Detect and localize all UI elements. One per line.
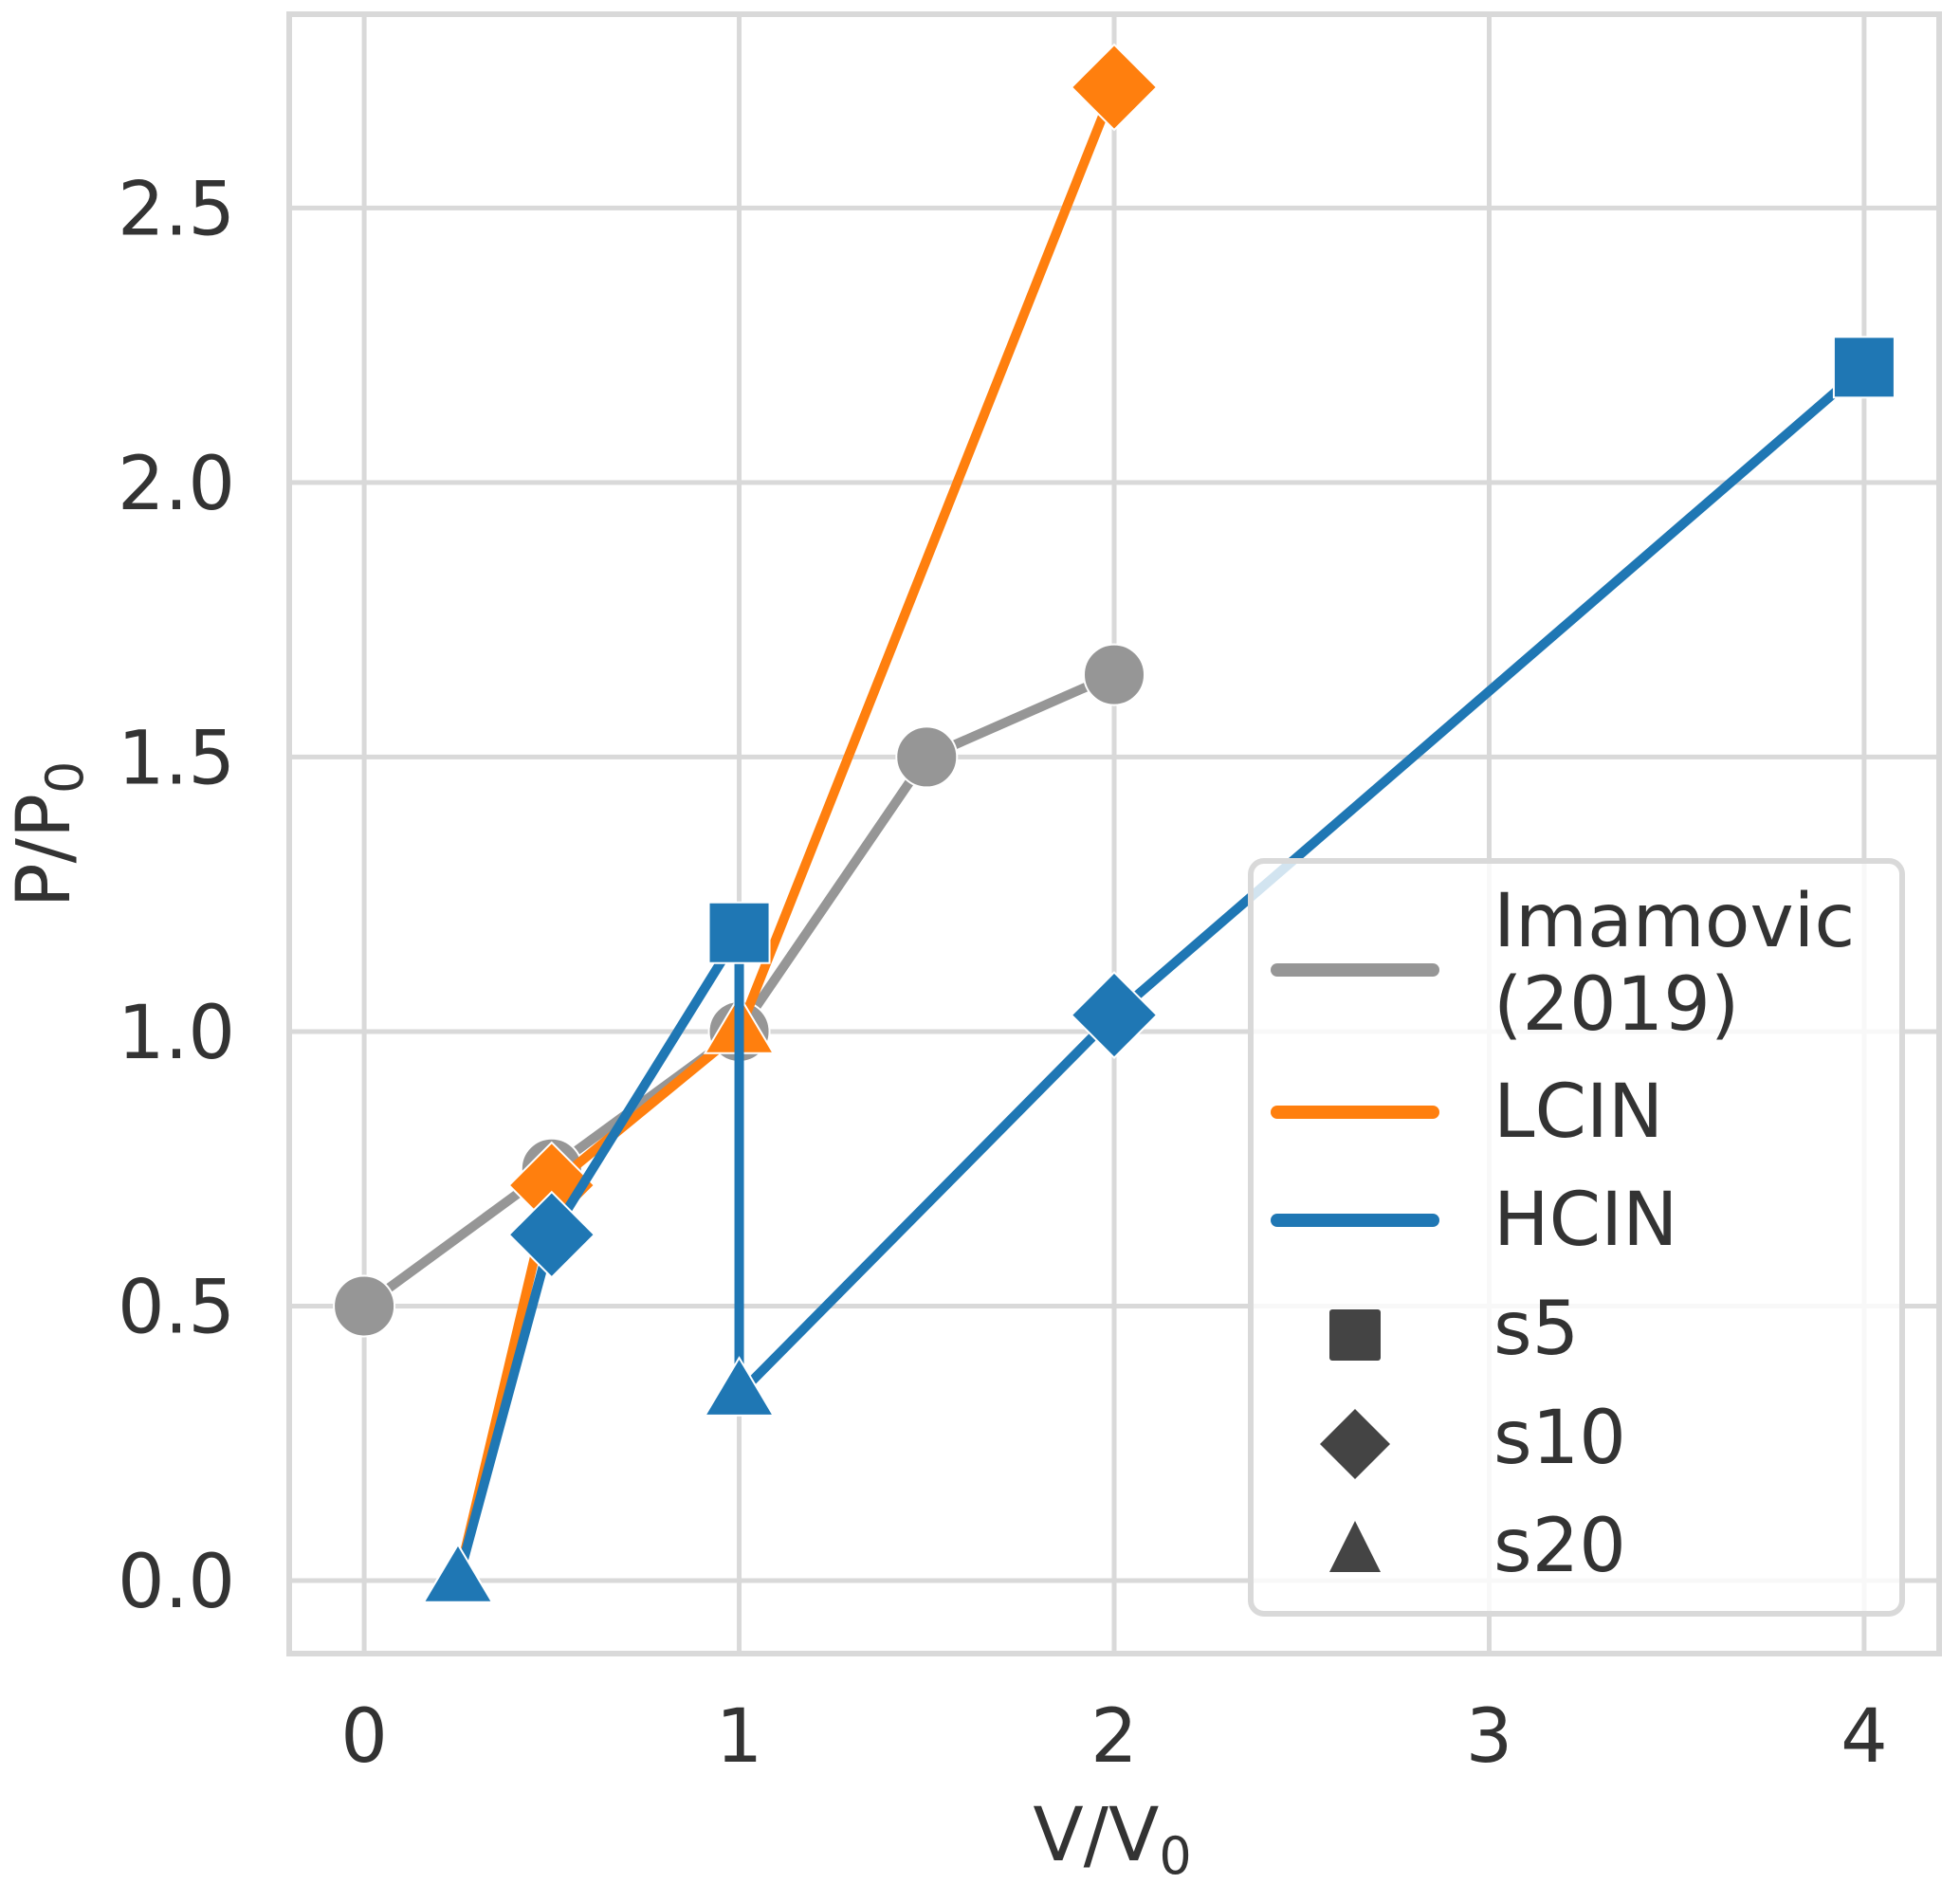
- legend-entry: HCIN: [1271, 1178, 1677, 1263]
- y-tick-label: 1.0: [118, 991, 235, 1076]
- legend-label: Imamovic: [1493, 879, 1855, 964]
- series-imamovic-2019: [333, 643, 1145, 1338]
- y-tick-label: 2.5: [118, 167, 235, 252]
- y-tick-label: 0.0: [118, 1540, 235, 1625]
- x-axis-label: V/V0: [1033, 1793, 1191, 1884]
- data-point-hcin: [1832, 336, 1896, 399]
- legend-entry: Imamovic(2019): [1271, 879, 1855, 1048]
- legend-entries: Imamovic(2019) LCIN HCIN s5 s10 s20: [1271, 879, 1855, 1589]
- data-point-hcin: [507, 1190, 596, 1279]
- legend-square-icon: [1329, 1309, 1381, 1361]
- data-point-lcin: [1070, 43, 1159, 132]
- series-markers: [333, 43, 1896, 1603]
- legend-entry: s10: [1320, 1396, 1626, 1481]
- y-axis-label-main: P/P: [2, 794, 87, 907]
- data-point-imamovic-2019: [333, 1274, 396, 1338]
- legend-label: s10: [1493, 1396, 1626, 1481]
- x-tick-label: 2: [1090, 1694, 1138, 1780]
- data-point-hcin: [422, 1543, 494, 1603]
- plot-area: [286, 11, 1942, 1656]
- x-tick-label: 0: [340, 1694, 388, 1780]
- series-hcin: [422, 336, 1896, 1603]
- data-point-imamovic-2019: [895, 725, 959, 789]
- x-tick-label: 1: [716, 1694, 763, 1780]
- x-axis-label-subscript: 0: [1159, 1826, 1191, 1884]
- y-tick-label: 2.0: [118, 442, 235, 527]
- legend-frame: [1248, 858, 1905, 1617]
- legend-entry: LCIN: [1271, 1070, 1663, 1155]
- legend-entry: s5: [1329, 1287, 1579, 1372]
- legend-triangle-icon: [1329, 1521, 1381, 1572]
- data-point-hcin: [1070, 971, 1159, 1059]
- x-gridlines: [361, 14, 1867, 1654]
- y-axis-label: P/P0: [2, 761, 95, 908]
- data-point-imamovic-2019: [1083, 643, 1145, 706]
- legend-entry: s20: [1329, 1504, 1626, 1589]
- series-line-hcin: [452, 362, 1869, 1585]
- data-point-hcin: [707, 901, 771, 964]
- y-tick-labels: 0.0 0.5 1.0 1.5 2.0 2.5: [118, 167, 235, 1625]
- legend-label: HCIN: [1493, 1178, 1677, 1263]
- legend-diamond-icon: [1320, 1409, 1390, 1479]
- x-axis-label-main: V/V: [1033, 1793, 1159, 1878]
- x-tick-label: 3: [1466, 1694, 1513, 1780]
- x-tick-label: 4: [1841, 1694, 1888, 1780]
- legend-label: s5: [1493, 1287, 1579, 1372]
- data-point-hcin: [703, 1356, 776, 1417]
- legend-label: s20: [1493, 1504, 1626, 1589]
- y-tick-label: 0.5: [118, 1265, 235, 1350]
- axes-frame: [286, 11, 1942, 1656]
- series-line-lcin: [452, 82, 1119, 1585]
- legend-label: LCIN: [1493, 1070, 1663, 1155]
- y-tick-label: 1.5: [118, 716, 235, 801]
- legend: Imamovic(2019) LCIN HCIN s5 s10 s20: [1248, 858, 1905, 1617]
- y-axis-label-subscript: 0: [35, 761, 95, 794]
- x-tick-labels: 0 1 2 3 4: [340, 1694, 1887, 1780]
- legend-label: (2019): [1493, 962, 1739, 1048]
